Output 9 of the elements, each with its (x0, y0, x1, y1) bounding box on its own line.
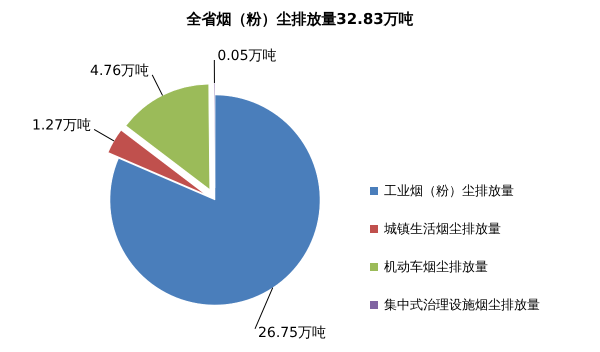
data-label: 1.27万吨 (32, 117, 92, 134)
data-label: 26.75万吨 (258, 324, 326, 341)
legend-label: 集中式治理设施烟尘排放量 (384, 298, 540, 313)
chart-title: 全省烟（粉）尘排放量32.83万吨 (185, 10, 414, 28)
legend-label: 城镇生活烟尘排放量 (383, 222, 501, 237)
legend-label: 机动车烟尘排放量 (384, 260, 488, 275)
legend-label: 工业烟（粉）尘排放量 (384, 184, 514, 199)
data-label: 0.05万吨 (217, 48, 276, 64)
data-label: 4.76万吨 (90, 62, 150, 79)
